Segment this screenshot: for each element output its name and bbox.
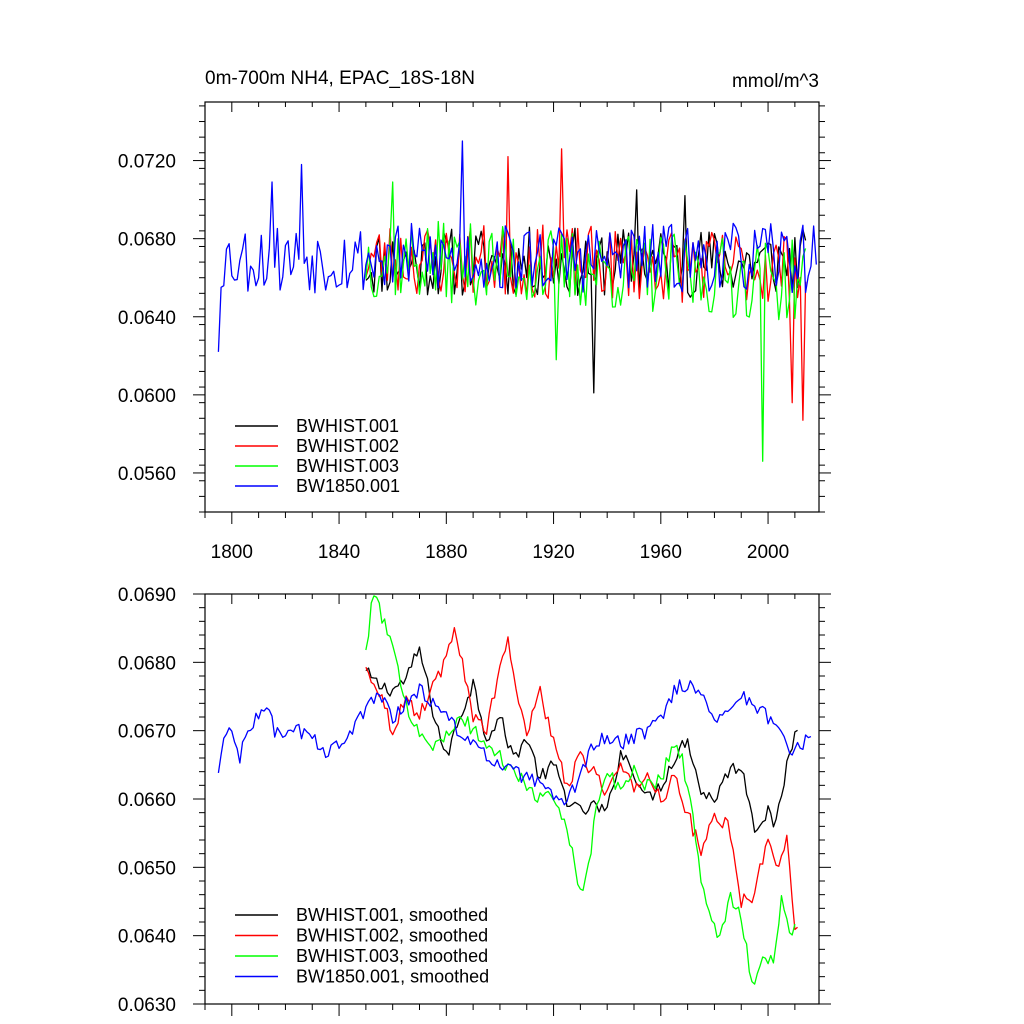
top-axis-ticks: 1800 1840 1880 1920 1960 2000 0.0560 0.0600 0.06… (118, 102, 831, 563)
legend-label: BWHIST.003 (296, 456, 399, 476)
series-line-1 (365, 189, 807, 394)
x-tick-label: 1840 (318, 542, 360, 563)
top-series-group (217, 140, 817, 462)
series-line-4 (217, 679, 812, 806)
chart-title: 0m-700m NH4, EPAC_18S-18N (205, 68, 475, 89)
legend-label: BW1850.001, smoothed (296, 967, 489, 987)
legend-label: BWHIST.002 (296, 436, 399, 456)
x-tick-label: 1960 (640, 542, 682, 563)
bottom-axis-ticks: 0.0630 0.0640 0.0650 0.0660 0.0670 0.0680 0.06… (118, 585, 831, 1016)
units-label: mmol/m^3 (732, 71, 819, 92)
legend-label: BWHIST.001, smoothed (296, 905, 488, 925)
series-line-3 (365, 595, 796, 985)
x-tick-label: 1800 (211, 542, 253, 563)
series-line-2 (365, 627, 798, 931)
y-tick-label: 0.0630 (118, 995, 176, 1016)
bottom-panel: 0.0630 0.0640 0.0650 0.0660 0.0670 0.0680 0.06… (118, 585, 831, 1016)
y-tick-label: 0.0650 (118, 858, 176, 879)
y-tick-label: 0.0560 (118, 464, 176, 485)
x-tick-label: 2000 (747, 542, 789, 563)
y-tick-label: 0.0640 (118, 927, 176, 948)
y-tick-label: 0.0600 (118, 386, 176, 407)
top-plot-frame (204, 101, 820, 513)
legend-label: BWHIST.001 (296, 416, 399, 436)
y-tick-label: 0.0680 (118, 653, 176, 674)
y-tick-label: 0.0680 (118, 230, 176, 251)
y-tick-label: 0.0640 (118, 308, 176, 329)
legend-label: BWHIST.002, smoothed (296, 926, 488, 946)
top-panel: 0m-700m NH4, EPAC_18S-18N mmol/m^3 1800 1… (118, 68, 831, 563)
y-tick-label: 0.0720 (118, 152, 176, 173)
x-tick-label: 1920 (532, 542, 574, 563)
legend-label: BWHIST.003, smoothed (296, 946, 488, 966)
legend-label: BW1850.001 (296, 476, 400, 496)
series-line-1 (365, 646, 798, 833)
y-tick-label: 0.0690 (118, 585, 176, 606)
bottom-series-group (217, 595, 812, 985)
series-line-3 (365, 181, 807, 462)
series-line-4 (217, 140, 817, 352)
y-tick-label: 0.0660 (118, 790, 176, 811)
x-tick-label: 1880 (425, 542, 467, 563)
y-tick-label: 0.0670 (118, 722, 176, 743)
